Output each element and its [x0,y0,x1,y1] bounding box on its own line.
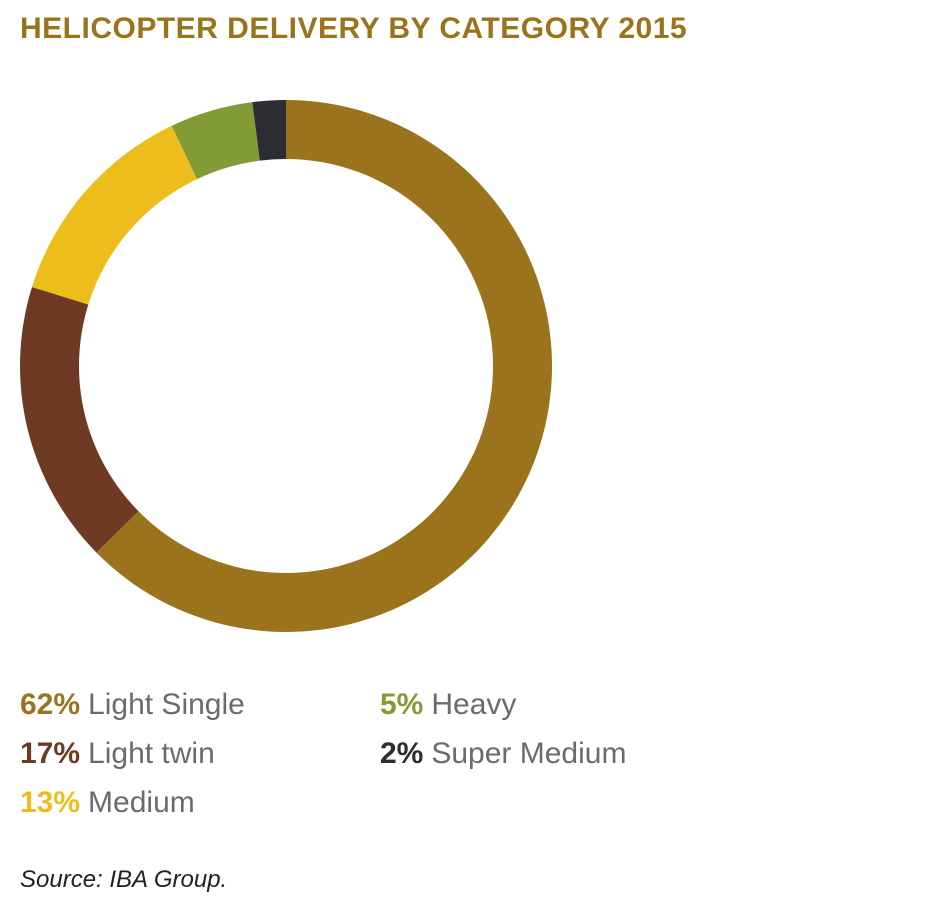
legend-percent: 5% [380,688,424,721]
legend-label: Super Medium [431,737,627,770]
slice-light-twin [19,287,139,553]
slice-medium [31,125,198,305]
legend-label: Light Single [88,688,245,721]
legend-item: 62% Light Single [20,688,245,722]
legend-percent: 2% [380,737,424,770]
source-note: Source: IBA Group. [20,866,228,893]
legend-item: 13% Medium [20,786,195,820]
slice-heavy [171,102,260,180]
slice-super-medium [252,100,286,161]
chart-title: HELICOPTER DELIVERY BY CATEGORY 2015 [20,12,688,45]
legend-percent: 13% [20,786,81,819]
legend-item: 17% Light twin [20,737,215,771]
legend-item: 5% Heavy [380,688,516,722]
legend-percent: 17% [20,737,81,770]
slice-light-single [96,100,552,633]
legend-percent: 62% [20,688,81,721]
legend-label: Medium [88,786,195,819]
legend-item: 2% Super Medium [380,737,626,771]
legend-label: Heavy [431,688,517,721]
legend-label: Light twin [88,737,215,770]
